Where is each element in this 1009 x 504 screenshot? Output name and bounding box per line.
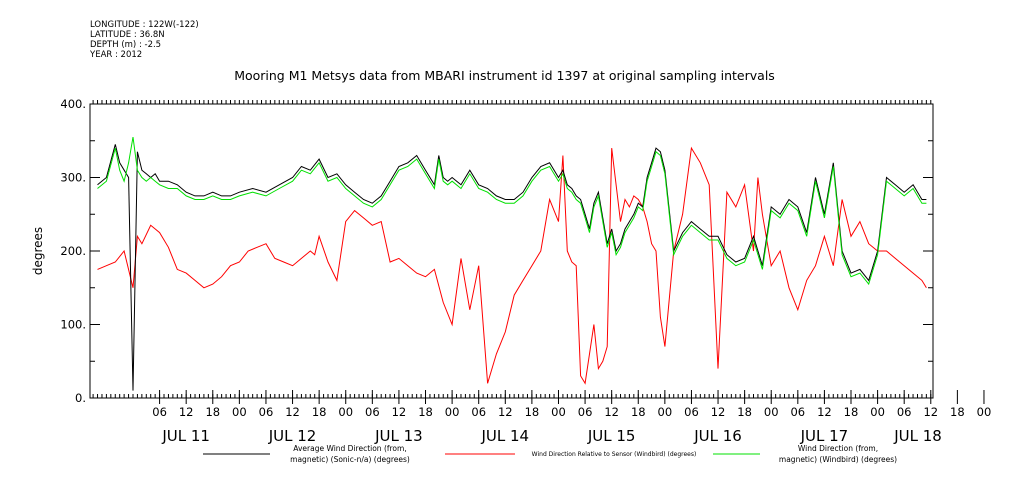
plot-frame (89, 103, 934, 399)
x-tick-label: 06 (790, 405, 805, 419)
x-tick-label: 18 (631, 405, 646, 419)
x-day-label: JUL 13 (374, 427, 423, 445)
legend: Average Wind Direction (from, magnetic) (… (203, 444, 897, 464)
x-tick-label: 06 (259, 405, 274, 419)
x-tick-label: 12 (604, 405, 619, 419)
y-tick-label: 0. (75, 391, 86, 405)
x-tick-label: 12 (711, 405, 726, 419)
x-tick-label: 00 (551, 405, 566, 419)
x-tick-label: 00 (764, 405, 779, 419)
x-tick-label: 00 (977, 405, 992, 419)
x-tick-label: 18 (737, 405, 752, 419)
x-tick-label: 12 (179, 405, 194, 419)
y-axis-label: degrees (31, 227, 45, 275)
year-text: YEAR : 2012 (90, 50, 143, 60)
x-day-label: JUL 15 (587, 427, 636, 445)
series-line-0 (97, 144, 927, 391)
x-tick-label: 00 (232, 405, 247, 419)
legend-label-1: Wind Direction Relative to Sensor (Windb… (532, 451, 697, 458)
x-tick-label: 06 (471, 405, 486, 419)
axes-layer: 0. 100. 200. 300. 400. degrees 06 12 18 00 06 12 18 0… (31, 97, 991, 445)
x-tick-label: 06 (365, 405, 380, 419)
metadata-block: LONGITUDE : 122W(-122) LATITUDE : 36.8N … (90, 20, 199, 60)
x-day-label: JUL 18 (893, 427, 942, 445)
x-tick-label: 12 (392, 405, 407, 419)
x-day-label: JUL 16 (693, 427, 742, 445)
x-tick-label: 06 (897, 405, 912, 419)
y-tick-label: 100. (60, 318, 86, 332)
x-day-label: JUL 14 (480, 427, 529, 445)
x-tick-label: 00 (658, 405, 673, 419)
x-tick-label: 06 (152, 405, 167, 419)
x-day-label: JUL 12 (268, 427, 317, 445)
y-tick-label: 300. (60, 171, 86, 185)
depth-text: DEPTH (m) : -2.5 (90, 40, 162, 50)
longitude-text: LONGITUDE : 122W(-122) (90, 20, 199, 30)
x-tick-label: 00 (870, 405, 885, 419)
series-line-2 (97, 137, 927, 286)
x-tick-label: 18 (205, 405, 220, 419)
x-tick-label: 18 (418, 405, 433, 419)
x-tick-label: 18 (525, 405, 540, 419)
x-tick-label: 18 (844, 405, 859, 419)
legend-label-0-line1: Average Wind Direction (from, (293, 444, 406, 453)
latitude-text: LATITUDE : 36.8N (90, 30, 165, 40)
chart-title: Mooring M1 Metsys data from MBARI instru… (234, 68, 775, 83)
y-tick-label: 400. (60, 97, 86, 111)
x-tick-label: 18 (950, 405, 965, 419)
x-tick-label: 12 (817, 405, 832, 419)
x-tick-label: 00 (445, 405, 460, 419)
legend-label-2-line1: Wind Direction (from, (798, 444, 878, 453)
x-day-label: JUL 17 (800, 427, 849, 445)
x-tick-label: 18 (312, 405, 327, 419)
x-tick-label: 06 (578, 405, 593, 419)
y-tick-label: 200. (60, 244, 86, 258)
x-tick-label: 12 (285, 405, 300, 419)
legend-label-2-line2: magnetic) (Windbird) (degrees) (779, 455, 897, 464)
series-line-1 (97, 146, 927, 385)
x-day-label: JUL 11 (161, 427, 210, 445)
legend-label-0-line2: magnetic) (Sonic-n/a) (degrees) (290, 455, 410, 464)
x-tick-label: 12 (923, 405, 938, 419)
series-layer (97, 137, 927, 391)
x-tick-label: 12 (498, 405, 513, 419)
x-tick-label: 06 (684, 405, 699, 419)
x-tick-label: 00 (338, 405, 353, 419)
